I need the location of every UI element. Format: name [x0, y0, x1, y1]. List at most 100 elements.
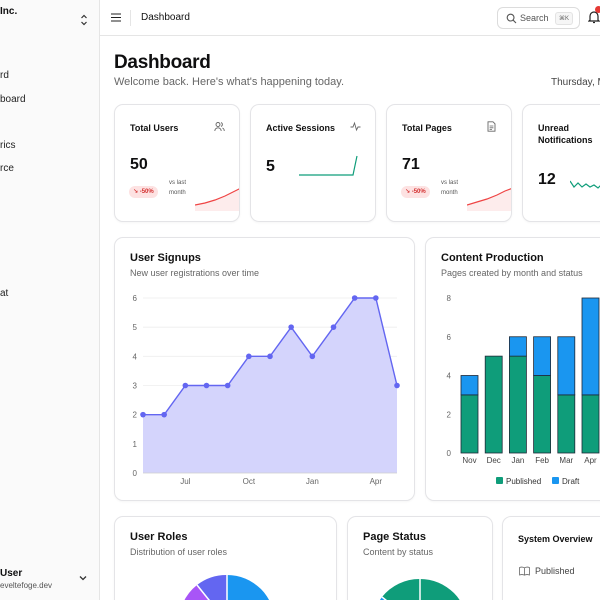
- overview-item-label: Published: [535, 566, 575, 576]
- y-tick-label: 1: [133, 440, 138, 449]
- data-point: [288, 324, 294, 330]
- donut-slice: [184, 585, 209, 600]
- data-point: [373, 295, 379, 301]
- comparison-label: vs last month: [441, 180, 459, 196]
- stat-card-active-sessions[interactable]: Active Sessions 5: [250, 104, 376, 222]
- stat-value: 71: [402, 156, 420, 173]
- x-tick-label: Mar: [559, 456, 573, 465]
- sidebar-item-metrics[interactable]: rics: [0, 140, 16, 151]
- bar-segment: [581, 394, 600, 454]
- production-bar-chart: 0 2 4 6 8 Nov Dec Jan Feb Mar Apr Published Draft: [447, 294, 600, 486]
- sparkline: [299, 155, 358, 176]
- sparkline: [570, 180, 600, 189]
- chart-title: User Signups: [130, 252, 201, 264]
- sidebar-item-dashboard[interactable]: board: [0, 94, 26, 105]
- notification-badge: [595, 6, 600, 13]
- sidebar-item-resource[interactable]: rce: [0, 163, 14, 174]
- user-name[interactable]: User: [0, 568, 23, 579]
- chart-subtitle: Distribution of user roles: [130, 547, 228, 557]
- y-tick-label: 2: [447, 410, 452, 419]
- system-overview-card: System Overview Published: [502, 516, 600, 600]
- chart-title: Page Status: [363, 531, 426, 543]
- legend-label: Published: [506, 477, 541, 486]
- chart-title: System Overview: [518, 534, 593, 544]
- chart-title: Content Production: [441, 252, 544, 264]
- bar-segment: [557, 394, 576, 454]
- stat-value: 12: [538, 171, 556, 188]
- brand-name[interactable]: Inc.: [0, 6, 18, 17]
- bar-segment: [484, 355, 503, 454]
- topbar: Dashboard Search ⌘K: [100, 0, 600, 36]
- current-date: Thursday, M: [551, 77, 600, 88]
- data-point: [182, 382, 189, 389]
- user-roles-card: User Roles Distribution of user roles: [114, 516, 337, 600]
- bar-segment: [557, 336, 576, 396]
- page-title: Dashboard: [114, 52, 211, 73]
- activity-icon: [350, 121, 361, 132]
- search-label: Search: [520, 13, 549, 23]
- stat-card-total-users[interactable]: Total Users 50 ↘ -50% vs last month: [114, 104, 240, 222]
- x-tick-label: Oct: [243, 477, 256, 486]
- y-tick-label: 4: [133, 352, 138, 361]
- chevron-down-icon[interactable]: [79, 575, 87, 581]
- stat-title: Total Users: [130, 123, 179, 133]
- chart-subtitle: Pages created by month and status: [441, 268, 583, 278]
- stat-title: Total Pages: [402, 123, 452, 133]
- data-point: [203, 382, 210, 389]
- donut-slice: [227, 575, 270, 600]
- welcome-text: Welcome back. Here's what's happening to…: [114, 76, 345, 88]
- file-text-icon: [487, 121, 496, 132]
- x-tick-label: Apr: [370, 477, 383, 486]
- menu-icon[interactable]: [111, 13, 121, 22]
- chart-title: User Roles: [130, 531, 188, 543]
- search-button[interactable]: Search ⌘K: [497, 7, 580, 29]
- bar-segment: [581, 297, 600, 396]
- y-tick-label: 8: [447, 294, 452, 303]
- y-tick-label: 3: [133, 382, 138, 391]
- stat-value: 50: [130, 156, 148, 173]
- sparkline: [195, 188, 239, 211]
- x-tick-label: Nov: [462, 456, 476, 465]
- stat-title: Unread Notifications: [538, 123, 593, 145]
- bar-segment: [533, 336, 551, 376]
- data-point: [224, 382, 231, 389]
- stat-value: 5: [266, 158, 275, 175]
- y-tick-label: 0: [447, 449, 452, 458]
- donut-slice: [382, 578, 420, 600]
- x-tick-label: Feb: [535, 456, 549, 465]
- y-tick-label: 4: [447, 372, 452, 381]
- signups-area: [143, 298, 397, 473]
- legend-label: Draft: [562, 477, 580, 486]
- data-point: [140, 411, 146, 418]
- data-point: [394, 382, 400, 389]
- x-tick-label: Dec: [487, 456, 501, 465]
- search-shortcut: ⌘K: [554, 12, 573, 25]
- stat-title: Active Sessions: [266, 123, 336, 133]
- stat-card-unread-notifications[interactable]: Unread Notifications 12: [522, 104, 600, 222]
- y-tick-label: 6: [447, 333, 452, 342]
- user-roles-donut: [184, 574, 270, 600]
- user-email: eveltefoge.dev: [0, 581, 53, 590]
- trend-badge: ↘ -50%: [129, 186, 158, 198]
- chart-subtitle: New user registrations over time: [130, 268, 260, 278]
- x-tick-label: Apr: [584, 456, 597, 465]
- topbar-divider: [130, 10, 131, 26]
- sidebar: Inc. rd board rics rce at User eveltefog…: [0, 0, 100, 600]
- y-tick-label: 0: [133, 469, 138, 478]
- y-tick-label: 2: [133, 411, 138, 420]
- sidebar-item-1[interactable]: rd: [0, 70, 9, 81]
- x-tick-label: Jan: [511, 456, 524, 465]
- sidebar-item-chat[interactable]: at: [0, 288, 9, 299]
- search-icon: [506, 13, 517, 24]
- sparkline: [467, 188, 511, 211]
- x-tick-label: Jan: [306, 477, 319, 486]
- breadcrumb: Dashboard: [141, 12, 190, 23]
- y-tick-label: 5: [133, 323, 138, 332]
- stat-card-total-pages[interactable]: Total Pages 71 ↘ -50% vs last month: [386, 104, 512, 222]
- data-point: [267, 353, 273, 360]
- users-icon: [214, 122, 225, 132]
- content-production-card: Content Production Pages created by mont…: [425, 237, 600, 501]
- book-open-icon: [519, 566, 530, 576]
- chevrons-up-down-icon[interactable]: [80, 14, 88, 26]
- bar-segment: [509, 355, 527, 454]
